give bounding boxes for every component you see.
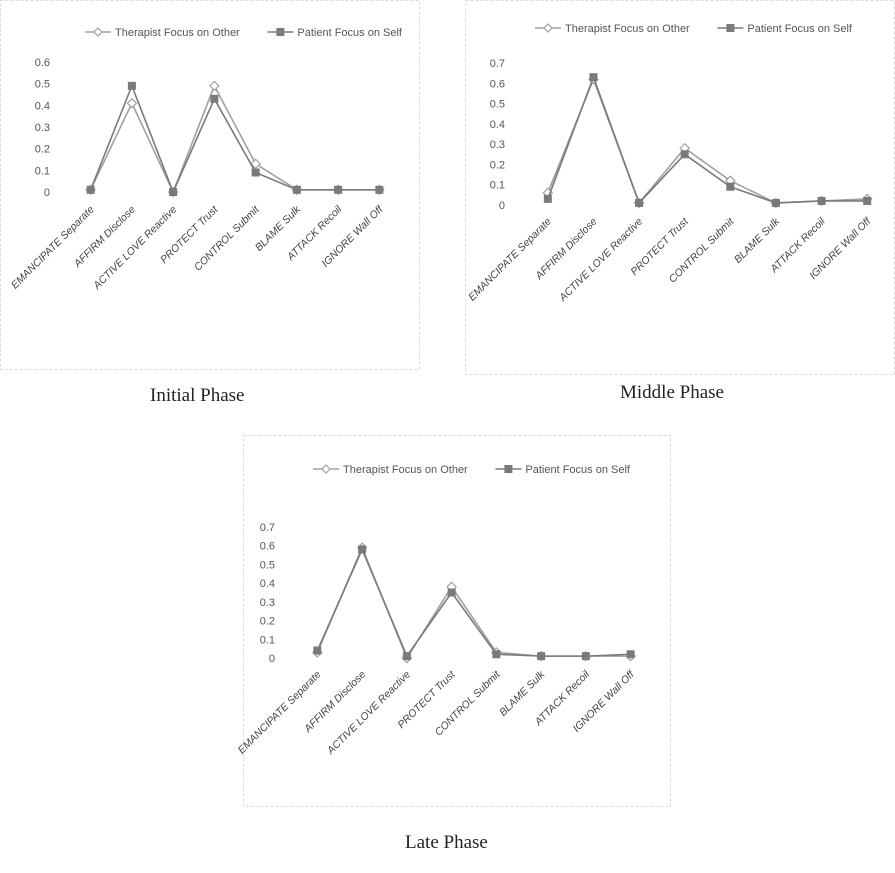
x-category-label: EMANCIPATE Separate bbox=[9, 204, 97, 292]
series-line-0 bbox=[316, 545, 631, 660]
data-point-patient bbox=[402, 652, 411, 661]
caption-late-phase: Late Phase bbox=[405, 832, 488, 853]
legend-label-0: Therapist Focus on Other bbox=[343, 464, 468, 476]
y-tick-label: 0.2 bbox=[260, 616, 275, 628]
y-tick-label: 0.6 bbox=[490, 78, 505, 90]
caption-middle-phase: Middle Phase bbox=[620, 382, 724, 403]
chart-initial-phase: Therapist Focus on Other Patient Focus on… bbox=[0, 0, 420, 370]
y-tick-label: 0.5 bbox=[490, 99, 505, 111]
legend-marker-square bbox=[276, 28, 285, 36]
data-point-patient bbox=[726, 182, 735, 191]
y-tick-label: 0.3 bbox=[260, 597, 275, 609]
x-category-label: ACTIVE LOVE Reactive bbox=[556, 216, 645, 305]
data-point-patient bbox=[169, 188, 178, 196]
chart-late-phase: Therapist Focus on Other Patient Focus on… bbox=[236, 435, 671, 807]
y-tick-label: 0.1 bbox=[35, 165, 50, 177]
legend-label-1: Patient Focus on Self bbox=[747, 23, 853, 35]
data-point-patient bbox=[771, 198, 780, 207]
data-point-patient bbox=[589, 73, 598, 82]
data-point-patient bbox=[251, 168, 260, 177]
data-point-patient bbox=[334, 185, 343, 194]
y-tick-label: 0.1 bbox=[260, 634, 275, 646]
data-point-therapist bbox=[250, 158, 261, 170]
legend-label-1: Patient Focus on Self bbox=[525, 464, 631, 476]
series-line-1 bbox=[89, 83, 380, 195]
series-line-1 bbox=[547, 74, 868, 205]
data-point-therapist bbox=[126, 97, 138, 109]
legend-label-0: Therapist Focus on Other bbox=[565, 23, 690, 35]
data-point-patient bbox=[635, 198, 644, 207]
data-point-therapist bbox=[209, 80, 220, 92]
x-category-label: EMANCIPATE Separate bbox=[236, 669, 324, 757]
y-tick-label: 0.7 bbox=[490, 58, 505, 70]
data-point-patient bbox=[447, 588, 456, 597]
y-tick-label: 0 bbox=[44, 187, 50, 199]
y-tick-label: 0.4 bbox=[35, 100, 50, 112]
chart-svg: Therapist Focus on Other Patient Focus on… bbox=[465, 0, 895, 375]
y-tick-label: 0.6 bbox=[35, 57, 50, 69]
y-tick-label: 0 bbox=[499, 200, 505, 212]
x-category-label: ACTIVE LOVE Reactive bbox=[324, 669, 413, 758]
y-tick-label: 0.3 bbox=[35, 122, 50, 134]
legend-label-1: Patient Focus on Self bbox=[297, 27, 403, 39]
y-tick-label: 0.4 bbox=[260, 578, 275, 590]
y-tick-label: 0.4 bbox=[490, 119, 505, 131]
series-line-0 bbox=[547, 77, 868, 205]
legend-marker-diamond bbox=[543, 23, 553, 33]
chart-frame bbox=[465, 0, 895, 375]
data-point-patient bbox=[626, 650, 635, 659]
data-point-patient bbox=[581, 652, 590, 661]
chart-svg: Therapist Focus on Other Patient Focus on… bbox=[0, 0, 420, 370]
chart-frame bbox=[0, 0, 420, 370]
data-point-patient bbox=[358, 545, 367, 554]
chart-svg: Therapist Focus on Other Patient Focus on… bbox=[236, 435, 671, 807]
caption-initial-phase: Initial Phase bbox=[150, 385, 245, 406]
x-category-label: BLAME Sulk bbox=[732, 215, 783, 266]
y-tick-label: 0.5 bbox=[35, 79, 50, 91]
chart-middle-phase: Therapist Focus on Other Patient Focus on… bbox=[465, 0, 895, 375]
data-point-patient bbox=[537, 652, 546, 661]
y-tick-label: 0.2 bbox=[490, 159, 505, 171]
legend-label-0: Therapist Focus on Other bbox=[115, 27, 240, 39]
legend-marker-square bbox=[726, 24, 735, 32]
y-tick-label: 0 bbox=[269, 653, 275, 665]
y-tick-label: 0.6 bbox=[260, 541, 275, 553]
data-point-patient bbox=[543, 194, 552, 203]
legend-marker-diamond bbox=[93, 27, 103, 37]
data-point-patient bbox=[492, 650, 501, 659]
x-category-label: EMANCIPATE Separate bbox=[466, 216, 554, 304]
data-point-patient bbox=[127, 81, 136, 90]
series-line-1 bbox=[316, 547, 631, 658]
y-tick-label: 0.1 bbox=[490, 180, 505, 192]
legend-marker-diamond bbox=[321, 464, 331, 474]
y-tick-label: 0.7 bbox=[260, 522, 275, 534]
data-point-patient bbox=[313, 646, 322, 655]
data-point-patient bbox=[375, 185, 384, 194]
data-point-patient bbox=[292, 185, 301, 194]
chart-frame bbox=[243, 435, 671, 807]
legend-marker-square bbox=[504, 465, 513, 473]
y-tick-label: 0.5 bbox=[260, 559, 275, 571]
y-tick-label: 0.3 bbox=[490, 139, 505, 151]
data-point-patient bbox=[210, 94, 219, 103]
data-point-patient bbox=[863, 196, 872, 205]
data-point-patient bbox=[680, 150, 689, 159]
y-tick-label: 0.2 bbox=[35, 144, 50, 156]
data-point-patient bbox=[817, 196, 826, 205]
data-point-patient bbox=[86, 185, 95, 194]
x-category-label: ACTIVE LOVE Reactive bbox=[90, 204, 179, 293]
